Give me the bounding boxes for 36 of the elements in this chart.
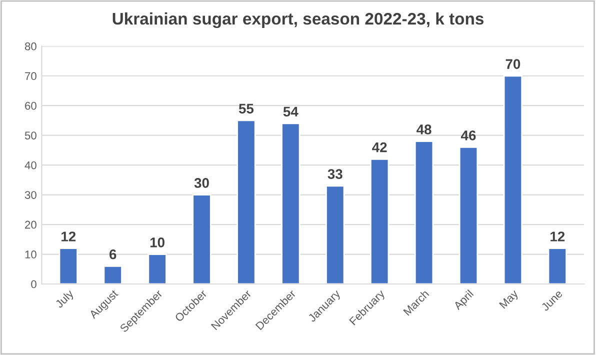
y-tick-label: 60 xyxy=(25,102,36,110)
data-label: 12 xyxy=(550,232,565,242)
data-label: 10 xyxy=(150,238,164,248)
data-label: 54 xyxy=(283,106,298,117)
bar xyxy=(370,158,390,284)
bar xyxy=(414,140,434,284)
x-tick-label: May xyxy=(499,289,520,310)
y-tick-label: 20 xyxy=(25,220,36,229)
data-label: 70 xyxy=(506,59,520,69)
bar xyxy=(281,122,300,284)
y-tick-label: 80 xyxy=(24,42,36,50)
y-tick-label: 0 xyxy=(31,280,36,288)
chart-title: Ukrainian sugar export, season 2022-23, k tons xyxy=(112,12,484,28)
bar xyxy=(548,248,567,284)
bar xyxy=(192,194,212,284)
data-label: 55 xyxy=(238,104,254,114)
bar xyxy=(148,254,167,284)
data-label: 46 xyxy=(460,130,476,140)
y-tick-label: 10 xyxy=(25,250,36,258)
data-label: 48 xyxy=(416,124,432,134)
bar xyxy=(103,265,122,284)
bar xyxy=(503,75,523,284)
x-tick-label: July xyxy=(54,288,76,310)
data-label: 12 xyxy=(62,232,76,242)
data-label: 30 xyxy=(194,178,209,188)
y-tick-label: 40 xyxy=(24,161,36,170)
bar xyxy=(236,120,256,284)
data-label: 33 xyxy=(328,169,342,179)
y-tick-label: 70 xyxy=(25,72,36,80)
bar xyxy=(58,248,78,284)
bar xyxy=(326,185,345,284)
y-tick-label: 30 xyxy=(24,191,36,199)
y-tick-label: 50 xyxy=(24,132,36,140)
bar xyxy=(458,146,478,284)
data-label: 42 xyxy=(372,142,387,152)
data-label: 6 xyxy=(109,249,116,260)
